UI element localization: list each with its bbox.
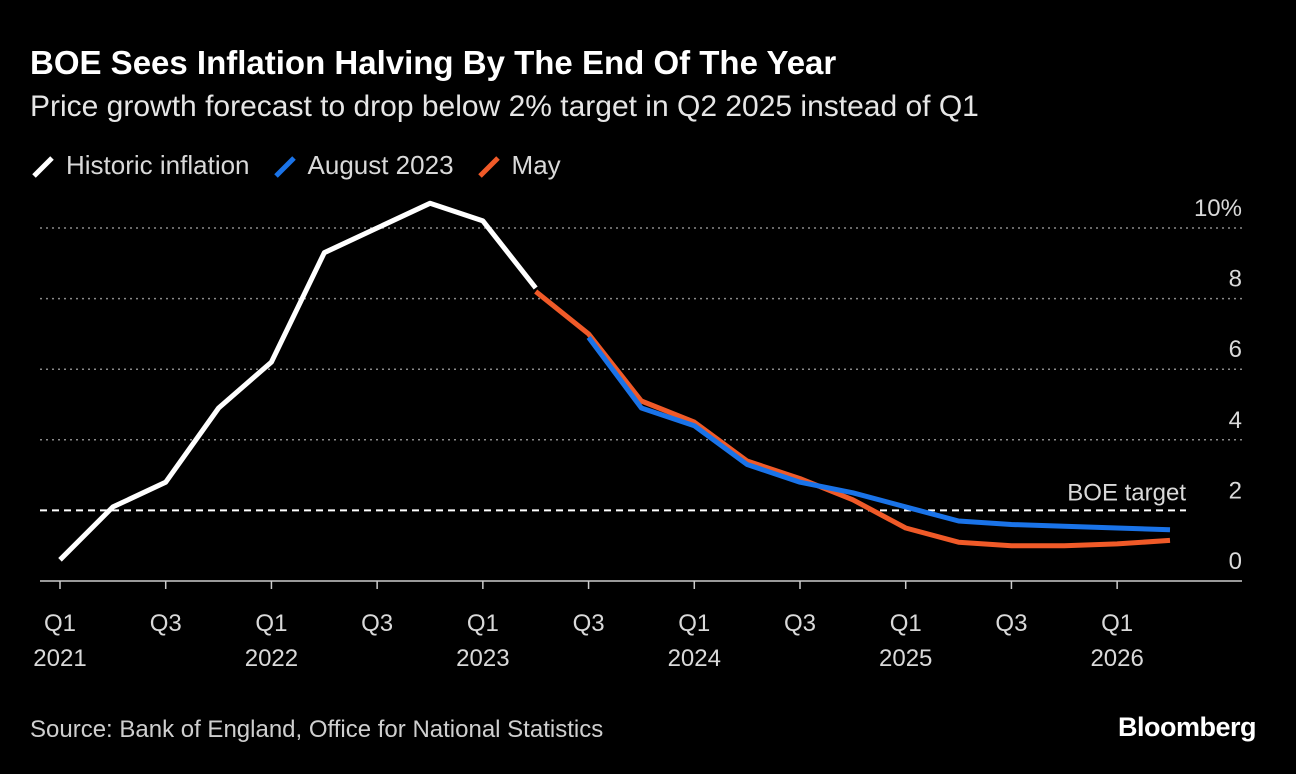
legend-label-may: May: [511, 150, 561, 180]
may-line: [534, 289, 1171, 549]
x-tick-year: 2024: [668, 645, 721, 672]
legend-item-august: August 2023: [272, 150, 454, 181]
legend: Historic inflation August 2023 May: [30, 150, 583, 181]
source-note: Source: Bank of England, Office for Nati…: [30, 716, 604, 743]
legend-item-may: May: [476, 150, 561, 181]
x-tick-label: Q1: [467, 610, 499, 637]
boe-target-label: BOE target: [1067, 479, 1186, 506]
legend-swatch-may: [477, 155, 500, 178]
x-tick-year: 2021: [33, 645, 86, 672]
august-2023-line: [586, 335, 1171, 533]
x-tick-year: 2026: [1090, 645, 1143, 672]
legend-item-historic: Historic inflation: [30, 150, 250, 181]
x-tick-label: Q1: [44, 610, 76, 637]
x-tick-label: Q1: [1101, 610, 1133, 637]
x-tick-label: Q3: [361, 610, 393, 637]
legend-label-august: August 2023: [307, 150, 454, 180]
y-tick-label: 6: [1229, 336, 1242, 363]
legend-swatch-august: [273, 155, 296, 178]
x-tick-label: Q3: [784, 610, 816, 637]
legend-swatch-historic: [32, 155, 54, 178]
y-tick-label: 4: [1229, 407, 1242, 434]
chart-title: BOE Sees Inflation Halving By The End Of…: [30, 44, 837, 81]
x-tick-label: Q3: [573, 610, 605, 637]
x-tick-year: 2022: [245, 645, 298, 672]
x-tick-year: 2023: [456, 645, 509, 672]
chart-subtitle: Price growth forecast to drop below 2% t…: [30, 90, 979, 123]
x-tick-label: Q1: [255, 610, 287, 637]
legend-label-historic: Historic inflation: [66, 150, 250, 180]
y-tick-label: 8: [1229, 266, 1242, 293]
y-tick-label: 0: [1229, 548, 1242, 575]
x-tick-label: Q1: [678, 610, 710, 637]
x-tick-label: Q3: [995, 610, 1027, 637]
y-tick-label: 10%: [1194, 195, 1242, 222]
historic-inflation-line: [58, 200, 538, 562]
y-tick-label: 2: [1229, 477, 1242, 504]
x-tick-label: Q1: [890, 610, 922, 637]
line-chart: 0 2 4 6 8 10% Q1 2021 Q3 Q1 2022 Q3 Q1 2023 Q3 Q1 2024 Q3…: [33, 195, 1242, 672]
x-tick-label: Q3: [150, 610, 182, 637]
bloomberg-logo: Bloomberg: [1117, 712, 1257, 742]
x-tick-year: 2025: [879, 645, 932, 672]
